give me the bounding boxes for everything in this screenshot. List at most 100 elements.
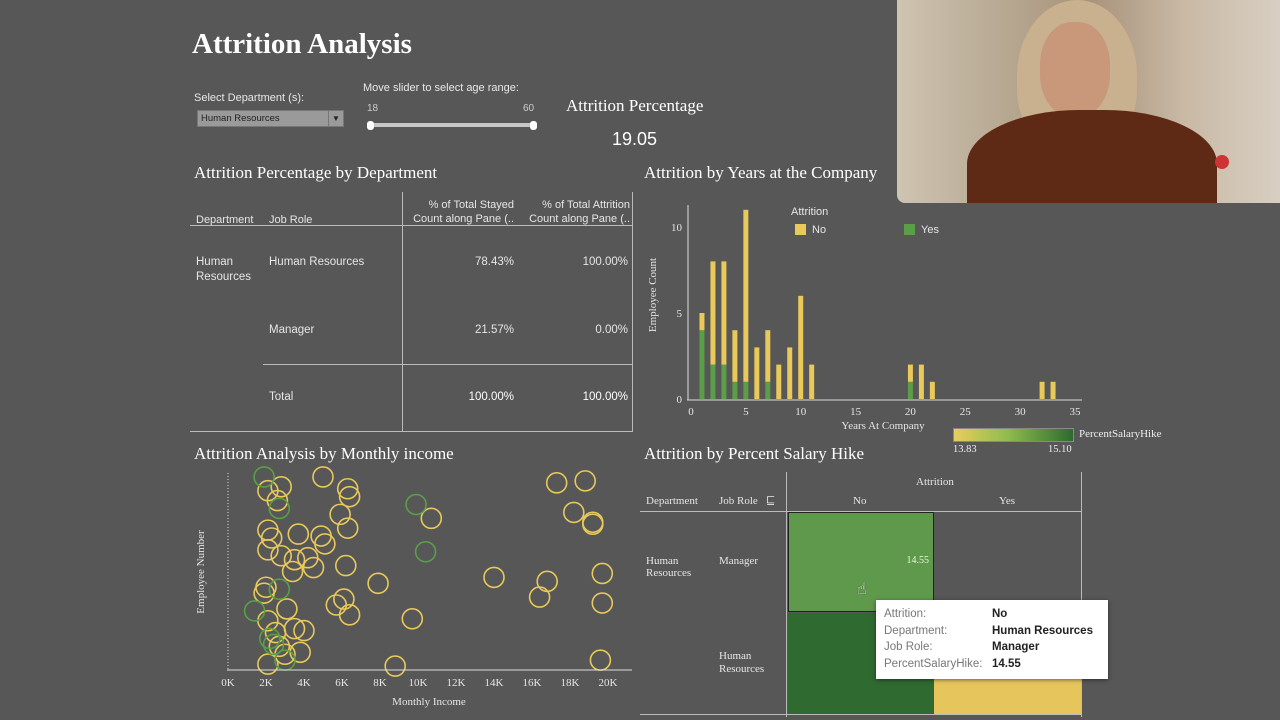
legend-label-yes[interactable]: Yes	[921, 224, 939, 236]
col-header-attrition[interactable]: % of Total Attrition Count along Pane (.…	[529, 199, 630, 225]
bar-no[interactable]	[732, 330, 738, 382]
scatter-point-no[interactable]	[289, 641, 311, 664]
scatter-point-no[interactable]	[287, 523, 310, 545]
col-header-job-role[interactable]: Job Role	[269, 214, 313, 226]
scatter-point-yes[interactable]	[243, 600, 266, 622]
col-header-department[interactable]: Department	[196, 214, 254, 226]
scatter-point-no[interactable]	[329, 503, 351, 526]
scatter-point-no[interactable]	[257, 519, 279, 541]
scatter-point-no[interactable]	[335, 554, 357, 577]
scatter-point-no[interactable]	[276, 598, 298, 620]
bar-yes[interactable]	[721, 364, 727, 399]
bar-no[interactable]	[787, 347, 793, 399]
scatter-point-no[interactable]	[333, 588, 355, 610]
scatter-point-no[interactable]	[574, 470, 597, 492]
scatter-point-no[interactable]	[528, 586, 551, 608]
bar-no[interactable]	[699, 313, 705, 331]
bar-no[interactable]	[929, 381, 935, 399]
scatter-point-no[interactable]	[283, 617, 306, 640]
scatter-point-no[interactable]	[293, 619, 315, 642]
scatter-point-yes[interactable]	[274, 649, 296, 671]
scatter-point-no[interactable]	[270, 544, 292, 567]
age-slider-max-handle[interactable]	[530, 121, 537, 130]
scatter-point-no[interactable]	[589, 649, 612, 671]
bar-yes[interactable]	[743, 381, 749, 399]
scatter-point-no[interactable]	[536, 570, 559, 593]
scatter-point-no[interactable]	[545, 472, 568, 494]
heatmap-cell[interactable]: 14.55	[788, 512, 934, 612]
x-tick-label: 12K	[447, 677, 466, 689]
scatter-point-no[interactable]	[257, 653, 279, 675]
chevron-down-icon[interactable]: ▼	[328, 111, 343, 126]
bar-no[interactable]	[765, 330, 771, 382]
scatter-point-no[interactable]	[302, 556, 325, 579]
x-tick-label: 20K	[599, 677, 618, 689]
col-header-stayed[interactable]: % of Total Stayed Count along Pane (..	[413, 199, 514, 225]
scatter-point-no[interactable]	[266, 489, 289, 512]
x-tick-label: 16K	[523, 677, 542, 689]
scatter-point-no[interactable]	[253, 582, 275, 604]
bar-no[interactable]	[710, 261, 716, 365]
scatter-point-yes[interactable]	[262, 633, 285, 656]
scatter-point-no[interactable]	[420, 507, 443, 530]
scatter-point-no[interactable]	[283, 548, 306, 571]
page-title: Attrition Analysis	[192, 28, 412, 60]
x-tick-label: 5	[743, 406, 749, 418]
scatter-point-yes[interactable]	[405, 493, 427, 516]
scatter-point-no[interactable]	[314, 533, 336, 555]
row-department: Human Resources	[196, 256, 251, 283]
bar-no[interactable]	[809, 364, 815, 399]
row-role-hr: Human Resources	[719, 650, 765, 675]
scatter-point-no[interactable]	[591, 562, 614, 585]
bar-yes[interactable]	[710, 364, 716, 399]
scatter-point-no[interactable]	[310, 525, 332, 547]
scatter-point-no[interactable]	[591, 592, 614, 614]
scatter-point-no[interactable]	[581, 513, 604, 536]
scatter-point-no[interactable]	[384, 655, 406, 677]
scatter-point-no[interactable]	[270, 475, 292, 498]
bar-no[interactable]	[907, 364, 913, 382]
bar-no[interactable]	[721, 261, 727, 365]
scatter-point-no[interactable]	[260, 527, 283, 549]
age-range-slider[interactable]	[370, 123, 535, 127]
bar-no[interactable]	[776, 364, 782, 399]
scatter-point-yes[interactable]	[268, 497, 291, 520]
bar-no[interactable]	[754, 347, 760, 399]
person-face-shape	[1040, 22, 1110, 117]
scatter-point-no[interactable]	[312, 466, 334, 488]
bar-no[interactable]	[1050, 381, 1056, 399]
bar-no[interactable]	[798, 295, 804, 399]
scatter-point-no[interactable]	[336, 517, 359, 539]
scatter-point-no[interactable]	[581, 511, 604, 534]
department-dropdown[interactable]: Human Resources ▼	[197, 110, 344, 127]
bar-yes[interactable]	[907, 381, 913, 399]
scatter-point-no[interactable]	[338, 485, 361, 508]
scatter-point-yes[interactable]	[259, 627, 281, 650]
bar-no[interactable]	[918, 364, 924, 399]
bar-no[interactable]	[1039, 381, 1045, 399]
scatter-point-no[interactable]	[401, 607, 424, 630]
scatter-point-no[interactable]	[281, 560, 304, 583]
legend-label-no[interactable]: No	[812, 224, 826, 236]
scatter-point-no[interactable]	[483, 566, 505, 589]
age-max-value: 60	[523, 103, 535, 114]
scatter-point-no[interactable]	[257, 539, 279, 561]
scatter-point-no[interactable]	[367, 572, 389, 595]
row-header-job-role[interactable]: Job Role	[719, 495, 758, 507]
scatter-point-no[interactable]	[257, 609, 279, 632]
bar-no[interactable]	[743, 209, 749, 382]
scatter-point-yes[interactable]	[414, 541, 437, 563]
bar-yes[interactable]	[732, 381, 738, 399]
scatter-point-no[interactable]	[336, 477, 359, 500]
age-min-value: 18	[367, 103, 379, 114]
scatter-point-yes[interactable]	[253, 466, 275, 488]
scatter-point-no[interactable]	[562, 501, 585, 524]
sort-icon[interactable]: ⊑	[766, 495, 776, 507]
row-header-department[interactable]: Department	[646, 495, 698, 507]
scatter-point-no[interactable]	[338, 604, 361, 626]
bar-yes[interactable]	[699, 330, 705, 399]
scatter-point-yes[interactable]	[268, 578, 291, 601]
age-slider-min-handle[interactable]	[367, 121, 374, 130]
bar-yes[interactable]	[765, 381, 771, 399]
pointer-cursor-icon: ☝	[857, 581, 867, 598]
